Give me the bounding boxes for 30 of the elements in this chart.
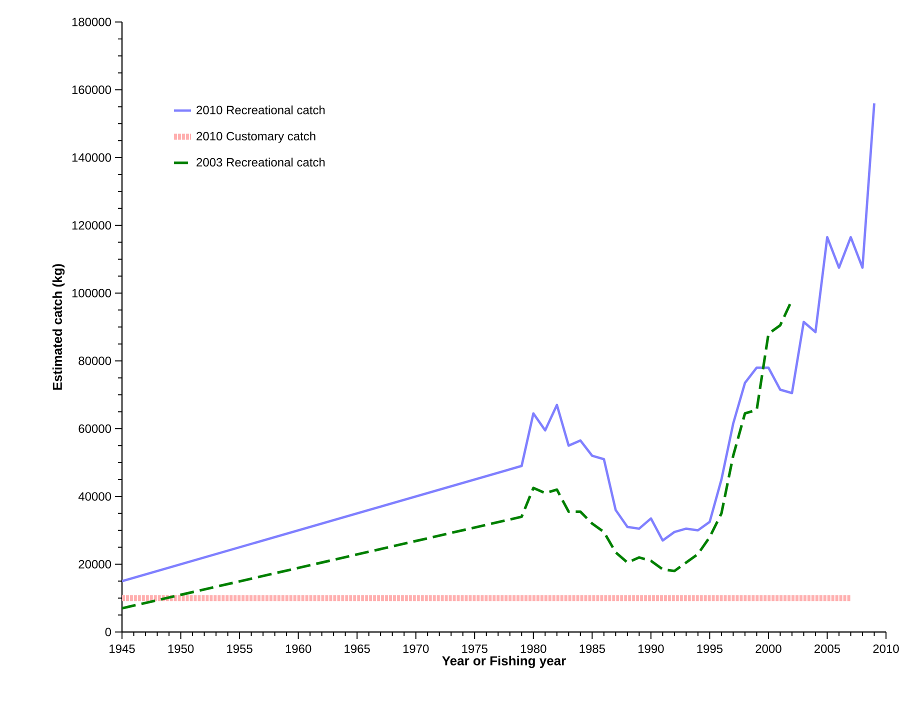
y-tick-label: 40000 (78, 492, 112, 501)
y-tick-label: 0 (105, 628, 112, 636)
y-tick-label: 100000 (72, 288, 112, 298)
x-tick-label: 1985 (580, 644, 605, 653)
x-tick-label: 1960 (286, 644, 312, 653)
x-tick-label: 1975 (462, 644, 488, 653)
line-series (122, 102, 876, 582)
y-tick-label: 180000 (72, 18, 112, 26)
legend-label: 2010 Customary catch (196, 132, 316, 143)
y-tick-label: 20000 (78, 560, 112, 568)
y-axis-title: Estimated catch (kg) (52, 264, 65, 390)
y-tick-label: 140000 (72, 153, 112, 162)
y-tick-label: 60000 (78, 424, 112, 433)
x-tick-label: 2005 (814, 644, 840, 653)
legend-label: 2010 Recreational catch (196, 105, 325, 114)
x-tick-label: 1990 (638, 644, 664, 653)
y-tick-label: 160000 (72, 86, 112, 94)
x-tick-label: 1950 (168, 644, 194, 653)
x-axis-title: Year or Fishing year (442, 656, 566, 668)
legend-label: 2003 Recreational catch (196, 158, 325, 167)
x-tick-label: 1995 (697, 644, 723, 653)
x-tick-label: 1980 (520, 644, 546, 653)
x-tick-label: 2010 (873, 644, 899, 653)
x-tick-label: 1965 (344, 644, 370, 653)
x-tick-label: 1955 (227, 644, 252, 653)
x-tick-label: 2000 (756, 644, 782, 653)
y-tick-label: 120000 (72, 221, 112, 230)
x-tick-label: 1945 (110, 644, 135, 653)
x-tick-label: 1970 (403, 644, 429, 653)
y-tick-label: 80000 (78, 356, 112, 366)
